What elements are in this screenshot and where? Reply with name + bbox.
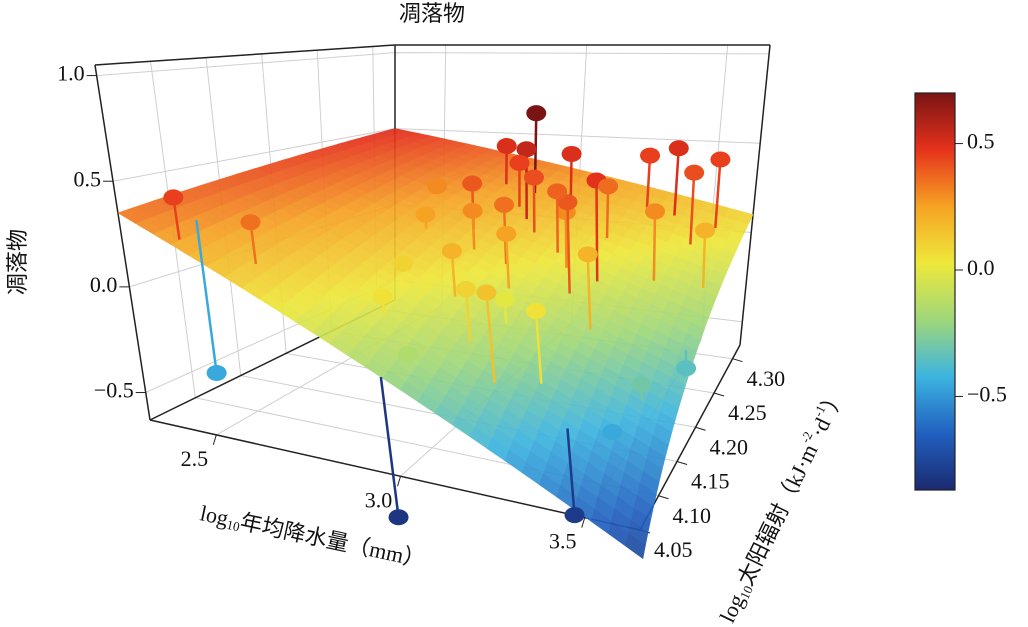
x-tick [212, 434, 217, 446]
y-tick-label: 4.30 [747, 366, 786, 391]
residual-stem [714, 159, 722, 229]
data-point [547, 183, 568, 200]
surface [117, 128, 754, 560]
residual-stem [652, 211, 657, 281]
data-point [393, 255, 414, 272]
x-tick-label: 3.5 [549, 529, 577, 554]
y-tick [732, 358, 743, 363]
colorbar-tick-label: 0.5 [967, 129, 995, 154]
residual-stem [701, 230, 707, 289]
data-point [388, 509, 409, 526]
z-tick-label: 1.0 [57, 61, 85, 86]
data-point [561, 145, 582, 162]
residual-stem [586, 254, 592, 330]
residual-stem [485, 292, 496, 383]
residual-stem [605, 186, 610, 239]
axis-title-part: 10 [225, 517, 241, 534]
axis-edge [149, 419, 641, 531]
residual-stem [555, 191, 559, 253]
x-tick-label: 2.5 [181, 446, 209, 471]
data-point [645, 203, 666, 220]
data-point [415, 206, 436, 223]
y-tick-label: 4.15 [691, 469, 730, 494]
data-point [455, 281, 476, 298]
residual-stem [689, 172, 696, 245]
data-point [494, 196, 515, 213]
data-point [631, 376, 652, 393]
residual-stem [379, 376, 400, 518]
data-point [496, 225, 517, 242]
residual-stem [566, 202, 571, 294]
y-tick [676, 461, 688, 465]
y-tick [658, 495, 669, 500]
z-tick-label: −0.5 [94, 378, 134, 403]
data-point [509, 154, 530, 171]
y-tick [713, 392, 725, 397]
data-point [516, 141, 537, 158]
data-point [523, 169, 544, 186]
x-tick [397, 476, 402, 487]
axis-edge [739, 44, 771, 346]
axis-edge [94, 44, 396, 66]
data-point [526, 302, 547, 319]
z-tick-label: 0.0 [90, 272, 118, 297]
colorbar-tick-label: 0.0 [967, 255, 995, 280]
y-tick [695, 426, 706, 431]
data-point [462, 202, 483, 219]
data-point [676, 360, 697, 377]
residual-stem [534, 310, 543, 384]
data-point [577, 246, 598, 263]
data-point [602, 423, 623, 440]
data-point [640, 147, 661, 164]
data-point [427, 178, 448, 195]
data-point [695, 222, 716, 239]
data-point [564, 507, 585, 524]
data-point [494, 291, 515, 308]
data-point [462, 175, 483, 192]
data-point [476, 284, 497, 301]
data-point [598, 178, 619, 195]
residual-stem [645, 155, 652, 208]
grid-line [96, 52, 770, 77]
data-point [684, 164, 705, 181]
x-tick [581, 517, 586, 528]
z-tick-label: 0.5 [74, 166, 102, 191]
residual-stem [566, 428, 576, 516]
data-point [526, 105, 547, 122]
data-point [372, 288, 393, 305]
axis-title-part: 10 [737, 583, 756, 601]
residual-stem [595, 180, 599, 282]
z-axis-title: 凋落物 [5, 229, 30, 295]
surface-cell [625, 532, 646, 560]
colorbar [914, 92, 956, 491]
chart-title: 凋落物 [399, 1, 465, 26]
residual-stem [195, 219, 218, 374]
data-point [206, 364, 227, 381]
axis-title-part: 太阳辐射（kJ·m [733, 440, 823, 589]
y-tick-label: 4.25 [728, 400, 767, 425]
data-point [240, 214, 261, 231]
data-point [710, 151, 731, 168]
y-tick-label: 4.05 [654, 537, 693, 562]
x-tick-label: 3.0 [365, 487, 393, 512]
residual-stem [673, 148, 681, 216]
residual-stem [464, 288, 472, 343]
data-point [668, 140, 689, 157]
data-point [397, 346, 418, 363]
colorbar-tick-label: −0.5 [967, 381, 1007, 406]
axis-edge [94, 64, 151, 421]
y-tick-label: 4.20 [710, 434, 749, 459]
axis-edge [639, 344, 741, 531]
residual-stem [564, 211, 568, 268]
data-point [163, 189, 184, 206]
data-point [441, 243, 462, 260]
data-point [496, 138, 517, 155]
residual-stem [505, 233, 511, 289]
axis-title-part: log [198, 500, 231, 530]
y-tick-label: 4.10 [673, 503, 712, 528]
